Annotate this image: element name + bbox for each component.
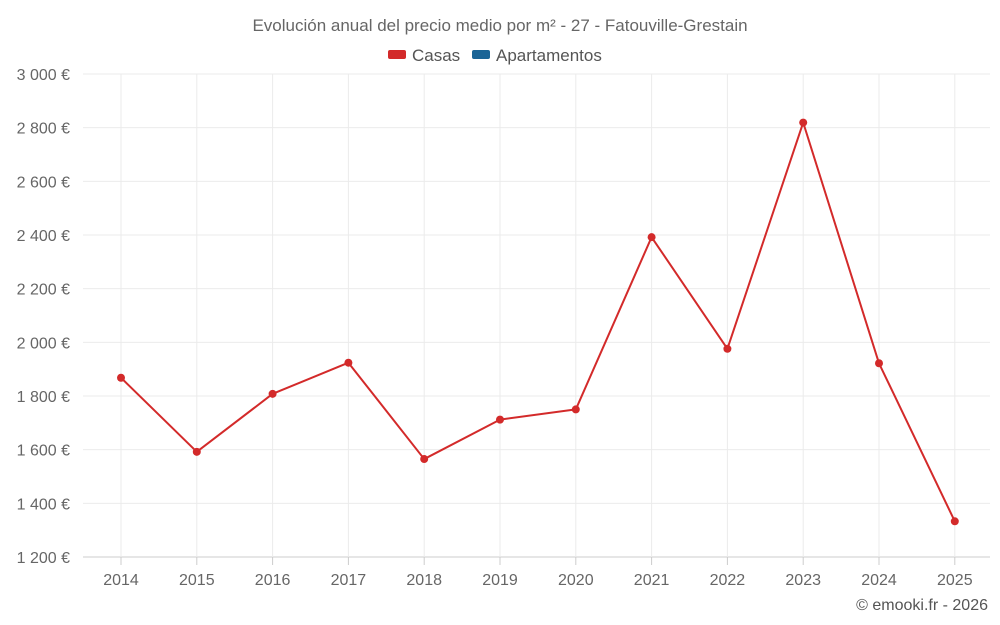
data-point-2021[interactable] [647, 233, 656, 242]
series-line-casas [120, 121, 956, 522]
x-tick-label: 2016 [255, 572, 291, 589]
y-tick-label: 1 200 € [17, 550, 70, 567]
x-tick-label: 2018 [406, 572, 442, 589]
x-tick-label: 2017 [331, 572, 367, 589]
grid [83, 73, 990, 558]
data-point-2020[interactable] [571, 405, 580, 414]
data-point-2017[interactable] [344, 358, 353, 367]
x-tick-label: 2014 [103, 572, 139, 589]
x-tick-label: 2024 [861, 572, 897, 589]
y-tick-label: 2 800 € [17, 121, 70, 138]
data-point-2025[interactable] [950, 517, 959, 526]
y-tick-label: 1 400 € [17, 496, 70, 513]
data-point-2014[interactable] [117, 373, 125, 382]
y-tick-label: 1 600 € [17, 443, 70, 460]
data-point-2015[interactable] [192, 447, 201, 456]
data-point-2022[interactable] [723, 344, 732, 353]
x-tick-label: 2023 [785, 572, 821, 589]
credit-text: © emooki.fr - 2026 [856, 597, 988, 614]
x-tick-label: 2025 [937, 572, 973, 589]
legend-item-apartamentos[interactable]: Apartamentos [472, 46, 602, 65]
x-tick-label: 2021 [634, 572, 670, 589]
legend-item-casas[interactable]: Casas [388, 46, 460, 65]
legend-label-apartamentos: Apartamentos [496, 46, 602, 65]
x-tick-label: 2020 [558, 572, 594, 589]
x-tick-label: 2015 [179, 572, 215, 589]
data-point-2023[interactable] [799, 118, 808, 127]
legend-swatch-casas [388, 50, 406, 59]
data-point-2019[interactable] [496, 415, 504, 424]
data-point-2018[interactable] [420, 455, 429, 464]
legend: Casas Apartamentos [388, 46, 602, 65]
x-tick-label: 2019 [482, 572, 518, 589]
legend-label-casas: Casas [412, 46, 460, 65]
chart-title: Evolución anual del precio medio por m² … [252, 16, 747, 35]
data-point-2024[interactable] [875, 359, 883, 368]
legend-swatch-apartamentos [472, 50, 490, 59]
y-tick-label: 2 200 € [17, 282, 70, 299]
y-tick-label: 2 400 € [17, 228, 70, 245]
series-casas [117, 118, 959, 526]
y-tick-label: 1 800 € [17, 389, 70, 406]
y-tick-label: 2 600 € [17, 174, 70, 191]
y-axis: 1 200 € 1 400 € 1 600 € 1 800 € 2 000 € 2 200… [17, 67, 70, 567]
data-point-2016[interactable] [268, 389, 277, 398]
y-tick-label: 3 000 € [17, 67, 70, 84]
x-axis: 2014 2015 2016 2017 2018 2019 2020 2021 2022 2023… [103, 557, 973, 589]
x-tick-label: 2022 [710, 572, 746, 589]
y-tick-label: 2 000 € [17, 335, 70, 352]
